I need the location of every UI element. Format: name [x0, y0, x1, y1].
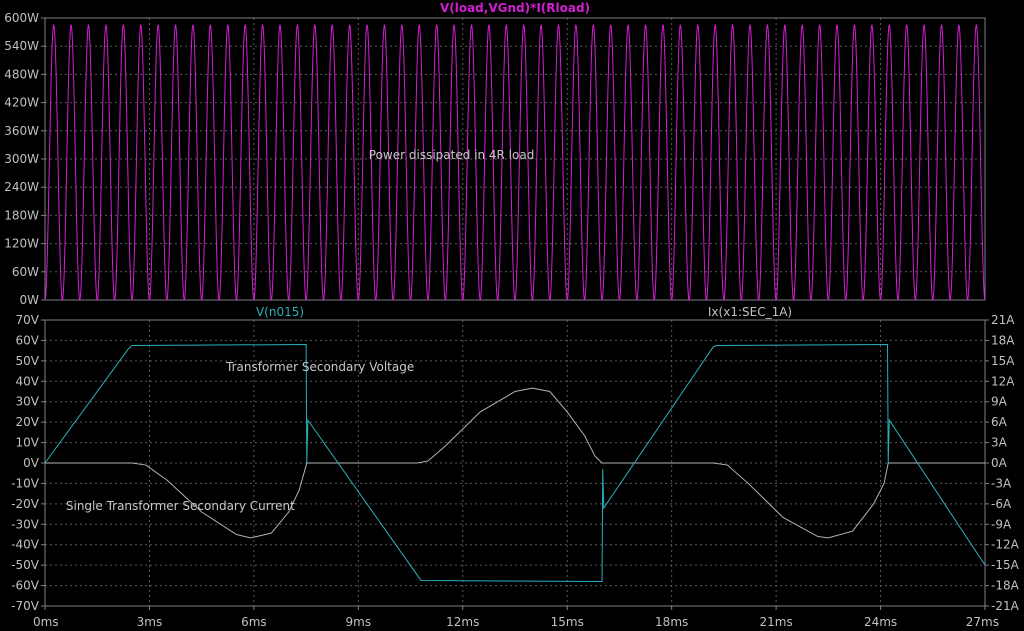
power-y-tick-label: 480W	[4, 67, 39, 81]
power-y-tick-label: 360W	[4, 124, 39, 138]
voltage-y-tick-label: 20V	[16, 415, 40, 429]
time-x-ticks: 0ms 3ms 6ms 9ms 12ms 15ms 18ms 21ms 24ms 27ms	[33, 606, 999, 629]
time-x-tick-label: 9ms	[346, 615, 372, 629]
power-y-tick-label: 180W	[4, 208, 39, 222]
current-y-tick-label: -15A	[991, 558, 1020, 572]
current-y-tick-label: -3A	[991, 476, 1012, 490]
current-y-tick-label: 9A	[991, 395, 1008, 409]
voltage-y-tick-label: 70V	[16, 313, 40, 327]
voltage-current-pane: -70V -60V -50V -40V -30V -20V -10V 0V 10V 20V 30V 4…	[11, 305, 1019, 629]
voltage-y-tick-label: -30V	[11, 517, 40, 531]
current-y-tick-label: 12A	[991, 374, 1015, 388]
current-y-tick-label: -6A	[991, 497, 1012, 511]
time-x-tick-label: 0ms	[33, 615, 59, 629]
time-x-tick-label: 18ms	[655, 615, 688, 629]
voltage-y-tick-label: 10V	[16, 436, 40, 450]
current-y-tick-label: 18A	[991, 333, 1015, 347]
power-trace-label[interactable]: V(load,VGnd)*I(Rload)	[440, 1, 590, 15]
power-y-tick-label: 120W	[4, 237, 39, 251]
voltage-trace	[44, 344, 986, 582]
current-y-tick-label: -21A	[991, 599, 1020, 613]
current-y-ticks: -21A -18A -15A -12A -9A -6A -3A 0A 3A 6A 9A 12A 15A 1…	[985, 313, 1020, 613]
voltage-annotation: Transformer Secondary Voltage	[225, 360, 414, 374]
voltage-current-grid	[44, 319, 986, 607]
voltage-y-tick-label: 60V	[16, 333, 40, 347]
current-y-tick-label: -9A	[991, 517, 1012, 531]
power-y-tick-label: 300W	[4, 152, 39, 166]
time-x-tick-label: 6ms	[241, 615, 267, 629]
current-y-tick-label: 15A	[991, 354, 1015, 368]
voltage-y-ticks: -70V -60V -50V -40V -30V -20V -10V 0V 10V 20V 30V 4…	[11, 313, 45, 613]
current-annotation: Single Transformer Secondary Current	[66, 499, 295, 513]
power-y-tick-label: 540W	[4, 39, 39, 53]
voltage-y-tick-label: -60V	[11, 579, 40, 593]
voltage-y-tick-label: -40V	[11, 538, 40, 552]
power-pane: 0W 60W 120W 180W 240W 300W 360W 420W 480W 540W 600…	[4, 1, 986, 307]
current-y-tick-label: 6A	[991, 415, 1008, 429]
power-y-tick-label: 420W	[4, 96, 39, 110]
current-y-tick-label: 0A	[991, 456, 1008, 470]
power-annotation: Power dissipated in 4R load	[369, 148, 535, 162]
power-y-ticks: 0W 60W 120W 180W 240W 300W 360W 420W 480W 540W 600…	[4, 11, 45, 307]
power-y-tick-label: 600W	[4, 11, 39, 25]
current-y-tick-label: -12A	[991, 538, 1020, 552]
voltage-trace-label[interactable]: V(n015)	[256, 305, 304, 319]
voltage-y-tick-label: -10V	[11, 476, 40, 490]
voltage-y-tick-label: -70V	[11, 599, 40, 613]
power-y-tick-label: 240W	[4, 180, 39, 194]
power-trace	[44, 23, 986, 302]
time-x-tick-label: 21ms	[760, 615, 793, 629]
time-x-tick-label: 24ms	[864, 615, 897, 629]
voltage-y-tick-label: 40V	[16, 374, 40, 388]
current-y-tick-label: 21A	[991, 313, 1015, 327]
time-x-tick-label: 3ms	[137, 615, 163, 629]
voltage-y-tick-label: -20V	[11, 497, 40, 511]
voltage-y-tick-label: 0V	[23, 456, 40, 470]
voltage-y-tick-label: 50V	[16, 354, 40, 368]
current-y-tick-label: -18A	[991, 579, 1020, 593]
power-y-tick-label: 0W	[20, 293, 40, 307]
voltage-y-tick-label: 30V	[16, 395, 40, 409]
power-y-tick-label: 60W	[12, 265, 39, 279]
voltage-y-tick-label: -50V	[11, 558, 40, 572]
time-x-tick-label: 15ms	[551, 615, 584, 629]
current-trace	[45, 387, 985, 539]
power-grid	[44, 17, 986, 301]
time-x-tick-label: 27ms	[966, 615, 999, 629]
current-trace-label[interactable]: Ix(x1:SEC_1A)	[708, 305, 792, 319]
time-x-tick-label: 12ms	[446, 615, 479, 629]
current-y-tick-label: 3A	[991, 436, 1008, 450]
